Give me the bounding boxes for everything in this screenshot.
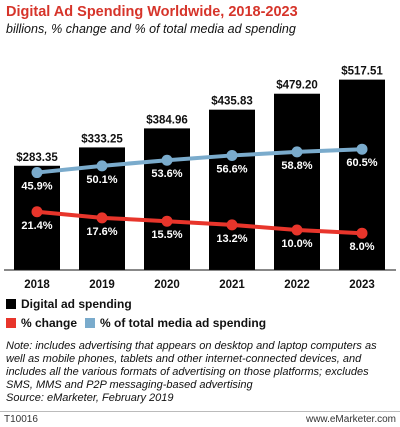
bars-layer bbox=[14, 79, 385, 270]
source-text: Source: eMarketer, February 2019 bbox=[6, 392, 174, 404]
share-value-label: 60.5% bbox=[346, 157, 377, 169]
bar-value-label: $517.51 bbox=[341, 66, 383, 78]
bar-value-label: $333.25 bbox=[81, 133, 123, 145]
change-point bbox=[96, 212, 108, 224]
bar bbox=[209, 109, 255, 270]
share-value-label: 58.8% bbox=[281, 160, 312, 172]
legend-label-spending: Digital ad spending bbox=[21, 297, 132, 311]
legend-swatch-change bbox=[6, 318, 16, 328]
legend-label-change: % change bbox=[21, 316, 78, 330]
legend-item-spending: Digital ad spending bbox=[6, 297, 132, 311]
legend-swatch-spending bbox=[6, 299, 16, 309]
x-tick-label: 2020 bbox=[154, 279, 180, 291]
legend-row-1: Digital ad spending bbox=[6, 297, 140, 311]
change-point bbox=[356, 227, 368, 239]
bar bbox=[274, 93, 320, 270]
share-value-label: 50.1% bbox=[86, 174, 117, 186]
note-text: Note: includes advertising that appears … bbox=[6, 340, 377, 391]
change-value-label: 15.5% bbox=[151, 229, 182, 241]
x-tick-label: 2023 bbox=[349, 279, 375, 291]
bar-value-label: $384.96 bbox=[146, 114, 188, 126]
x-tick-label: 2022 bbox=[284, 279, 310, 291]
x-tick-label: 2021 bbox=[219, 279, 245, 291]
change-value-label: 13.2% bbox=[216, 233, 247, 245]
bar-value-label: $479.20 bbox=[276, 80, 318, 92]
legend-item-share: % of total media ad spending bbox=[85, 316, 266, 330]
legend-row-2: % change % of total media ad spending bbox=[6, 316, 274, 330]
bar-value-label: $283.35 bbox=[16, 152, 58, 164]
bar bbox=[14, 165, 60, 270]
change-point bbox=[226, 219, 238, 231]
x-tick-label: 2018 bbox=[24, 279, 50, 291]
chart-subtitle: billions, % change and % of total media … bbox=[6, 22, 296, 36]
change-line bbox=[36, 209, 363, 236]
legend-swatch-share bbox=[85, 318, 96, 328]
footer-divider bbox=[0, 411, 400, 412]
x-axis: 2018 2019 2020 2021 2022 2023 bbox=[4, 269, 396, 291]
share-point bbox=[31, 167, 43, 179]
legend-label-share: % of total media ad spending bbox=[100, 316, 267, 330]
legend-item-change: % change bbox=[6, 316, 77, 330]
chart-plot: $283.35 $333.25 $384.96 $435.83 $479.20 $517.… bbox=[4, 66, 396, 291]
x-tick-label: 2019 bbox=[89, 279, 115, 291]
change-value-label: 10.0% bbox=[281, 238, 312, 250]
change-point bbox=[31, 206, 43, 218]
chart-notes: Note: includes advertising that appears … bbox=[6, 340, 396, 405]
change-value-label: 17.6% bbox=[86, 226, 117, 238]
share-line bbox=[36, 147, 363, 175]
share-point bbox=[161, 154, 173, 166]
chart-id: T10016 bbox=[4, 414, 38, 425]
change-point bbox=[291, 224, 303, 236]
share-value-label: 53.6% bbox=[151, 168, 182, 180]
change-value-label: 8.0% bbox=[349, 241, 374, 253]
share-point bbox=[96, 160, 108, 172]
share-value-label: 56.6% bbox=[216, 163, 247, 175]
footer-site: www.eMarketer.com bbox=[305, 414, 396, 425]
chart-title: Digital Ad Spending Worldwide, 2018-2023 bbox=[6, 4, 298, 20]
change-value-label: 21.4% bbox=[21, 220, 52, 232]
share-value-label: 45.9% bbox=[21, 181, 52, 193]
share-point bbox=[291, 146, 303, 158]
lines-layer bbox=[31, 143, 368, 239]
share-point bbox=[356, 143, 368, 155]
labels-layer: $283.35 $333.25 $384.96 $435.83 $479.20 $517.… bbox=[16, 66, 383, 254]
bar-value-label: $435.83 bbox=[211, 96, 253, 108]
share-point bbox=[226, 149, 238, 161]
change-point bbox=[161, 215, 173, 227]
bar bbox=[144, 128, 190, 270]
